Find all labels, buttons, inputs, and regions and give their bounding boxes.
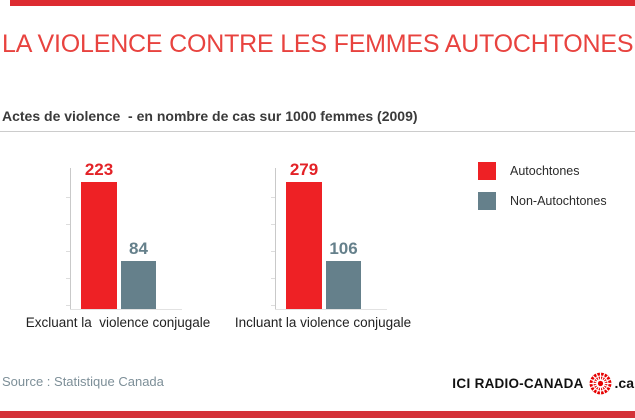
bar-value-label: 279 (289, 160, 319, 179)
chart-legend: Autochtones Non-Autochtones (478, 162, 607, 222)
legend-item-non-autochtones: Non-Autochtones (478, 192, 607, 210)
cbc-gem-icon (589, 372, 611, 394)
axis-tick (271, 251, 275, 252)
axis-tick (271, 305, 275, 306)
bar-non-autochtones (326, 261, 361, 309)
bottom-accent-bar (0, 411, 635, 418)
axis-tick (66, 251, 70, 252)
source-note: Source : Statistique Canada (2, 374, 164, 389)
chart-subtitle: Actes de violence - en nombre de cas sur… (2, 108, 418, 124)
bar-autochtones (81, 182, 117, 309)
category-label: Incluant la violence conjugale (234, 315, 412, 330)
axis-tick (271, 224, 275, 225)
legend-label: Autochtones (510, 164, 580, 178)
logo-ici-text: ICI (452, 375, 471, 391)
bar-group-1: 223 84 (66, 161, 200, 310)
legend-swatch-gray (478, 192, 496, 210)
axis-tick (271, 197, 275, 198)
bar-chart: 223 84 279 106 (0, 160, 635, 310)
bar-value-label: 223 (84, 160, 114, 179)
axis-tick (66, 197, 70, 198)
x-baseline (70, 309, 182, 310)
bar-value-label: 106 (329, 239, 358, 258)
axis-tick (66, 305, 70, 306)
page-title: LA VIOLENCE CONTRE LES FEMMES AUTOCHTONE… (2, 30, 634, 58)
bar-value-label: 84 (129, 239, 148, 258)
axis-tick (66, 224, 70, 225)
legend-swatch-red (478, 162, 496, 180)
axis-tick (66, 278, 70, 279)
bar-autochtones (286, 182, 322, 309)
logo-radio-canada-text: RADIO-CANADA (474, 375, 584, 391)
y-axis (70, 168, 71, 310)
bar-non-autochtones (121, 261, 156, 309)
legend-item-autochtones: Autochtones (478, 162, 607, 180)
top-accent-bar (10, 0, 635, 6)
radio-canada-logo: ICI RADIO-CANADA .ca (452, 371, 634, 395)
category-label: Excluant la violence conjugale (25, 315, 211, 330)
header-divider (0, 131, 635, 132)
bar-group-2: 279 106 (271, 161, 405, 310)
legend-label: Non-Autochtones (510, 194, 607, 208)
logo-ca-text: .ca (614, 375, 634, 391)
x-baseline (275, 309, 387, 310)
axis-tick (271, 278, 275, 279)
y-axis (275, 168, 276, 310)
